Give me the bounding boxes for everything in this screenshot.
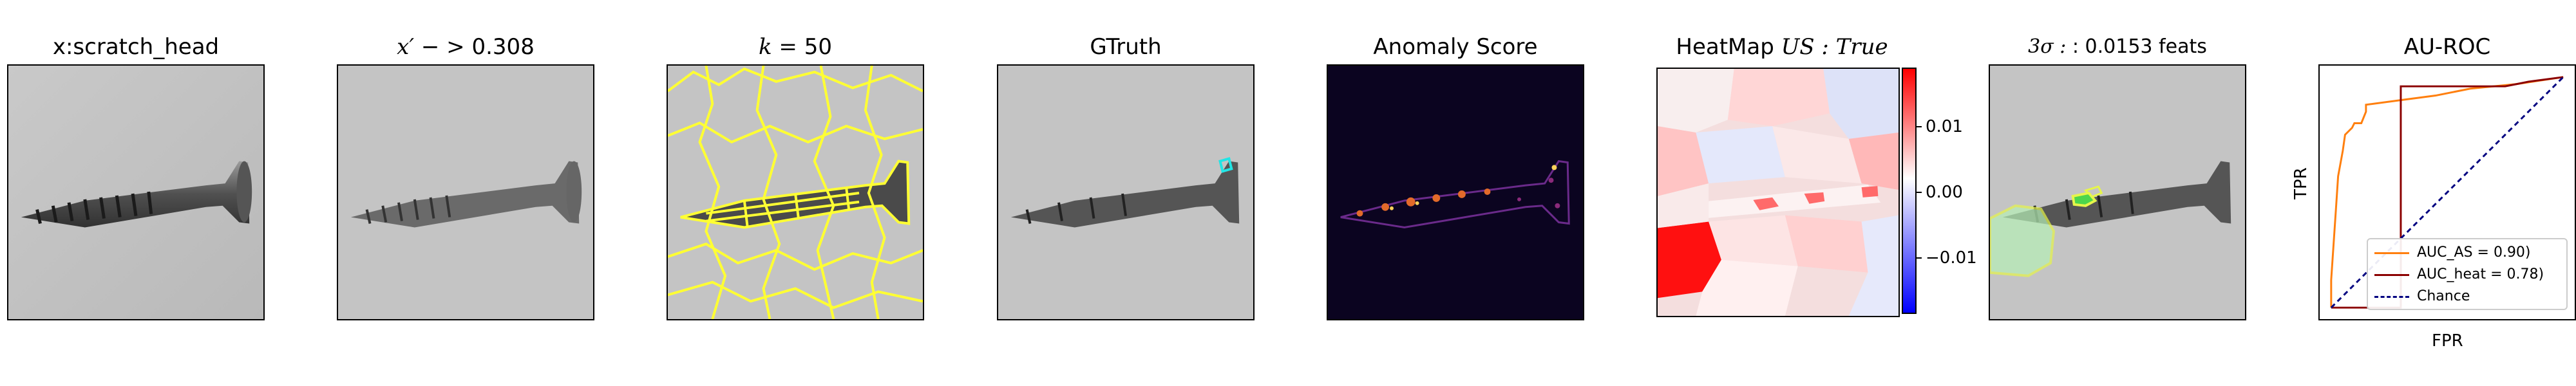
anomaly-mask-outline (1218, 157, 1233, 173)
colorbar-label: −0.01 (1926, 248, 1977, 268)
heatmap-image (1656, 68, 1900, 317)
heatmap-map (1658, 69, 1899, 316)
legend-swatch (2374, 252, 2409, 254)
roc-xlabel: FPR (2432, 331, 2463, 351)
roc-legend: AUC_AS = 0.90) AUC_heat = 0.78) Chance (2367, 238, 2568, 310)
heatmap-title-math: US : True (1781, 34, 1888, 60)
colorbar-tick (1917, 192, 1922, 193)
gtruth-title-text: GTruth (1090, 34, 1162, 60)
superpixels-title-prefix: k = (759, 34, 797, 60)
legend-swatch (2374, 295, 2409, 298)
colorbar-tick (1917, 126, 1922, 127)
sigma-title-value: : 0.0153 feats (2072, 35, 2207, 58)
screw-shape (21, 161, 252, 228)
input-title-text: x:scratch_head (52, 34, 220, 60)
legend-item-as: AUC_AS = 0.90) (2374, 243, 2531, 262)
legend-label: AUC_heat = 0.78) (2417, 266, 2544, 282)
panel-title-3sigma: 3σ : : 0.0153 feats (1989, 32, 2246, 62)
reconstruction-title-value: 0.308 (471, 34, 535, 60)
panel-title-heatmap: HeatMap US : True (1656, 32, 1908, 62)
legend-item-chance: Chance (2374, 287, 2470, 306)
sigma-overlay-image (1989, 64, 2246, 320)
panel-title-input: x:scratch_head (7, 32, 265, 62)
ground-truth-overlay (998, 66, 1253, 319)
sigma-title-prefix: 3σ : (2028, 35, 2067, 58)
roc-ylabel: TPR (2291, 167, 2311, 199)
screw-reconstruction (338, 66, 593, 319)
ground-truth-image (997, 64, 1255, 320)
reconstruction-image (337, 64, 594, 320)
panel-title-superpixels: k = 50 (667, 32, 924, 62)
superpixel-image (667, 64, 924, 320)
superpixels-title-value: 50 (804, 34, 832, 60)
roc-series-line (2330, 76, 2564, 308)
input-image (7, 64, 265, 320)
heatmap-title-prefix: HeatMap (1676, 34, 1774, 60)
sigma-overlay (1990, 66, 2245, 319)
legend-label: AUC_AS = 0.90) (2417, 244, 2531, 261)
screw-image (8, 66, 263, 319)
legend-label: Chance (2417, 288, 2470, 304)
heatmap-colorbar (1902, 68, 1917, 314)
anomaly-score-title-text: Anomaly Score (1373, 34, 1538, 60)
superpixel-overlay (668, 66, 923, 319)
legend-swatch (2374, 273, 2409, 276)
colorbar-tick (1917, 257, 1922, 259)
reconstruction-title-prefix: x′ − > (397, 34, 465, 60)
panel-title-anomaly-score: Anomaly Score (1327, 32, 1584, 62)
anomaly-score-map (1328, 66, 1583, 319)
roc-title-text: AU-ROC (2403, 34, 2491, 60)
colorbar-label: 0.01 (1926, 117, 1963, 136)
legend-item-heat: AUC_heat = 0.78) (2374, 265, 2544, 284)
panel-title-gtruth: GTruth (997, 32, 1255, 62)
colorbar-label: 0.00 (1926, 183, 1963, 202)
panel-title-roc: AU-ROC (2318, 32, 2576, 62)
panel-title-reconstruction: x′ − > 0.308 (337, 32, 594, 62)
anomaly-score-image (1327, 64, 1584, 320)
